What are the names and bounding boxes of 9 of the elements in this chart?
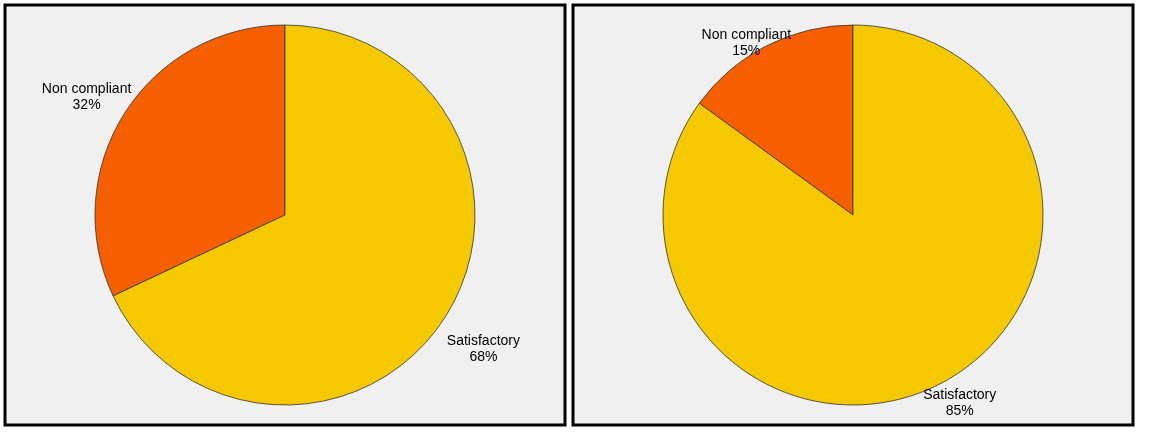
data-label: 68% <box>469 347 498 364</box>
data-label: 32% <box>72 96 101 113</box>
slice-label: Non compliant <box>41 80 132 97</box>
data-label: 85% <box>945 402 974 418</box>
slice-label: Non compliant <box>701 26 792 42</box>
slice-label: Satisfactory <box>923 386 997 402</box>
slice-label: Satisfactory <box>446 331 520 348</box>
data-label: 15% <box>732 42 761 58</box>
pie-slice <box>662 24 1044 406</box>
